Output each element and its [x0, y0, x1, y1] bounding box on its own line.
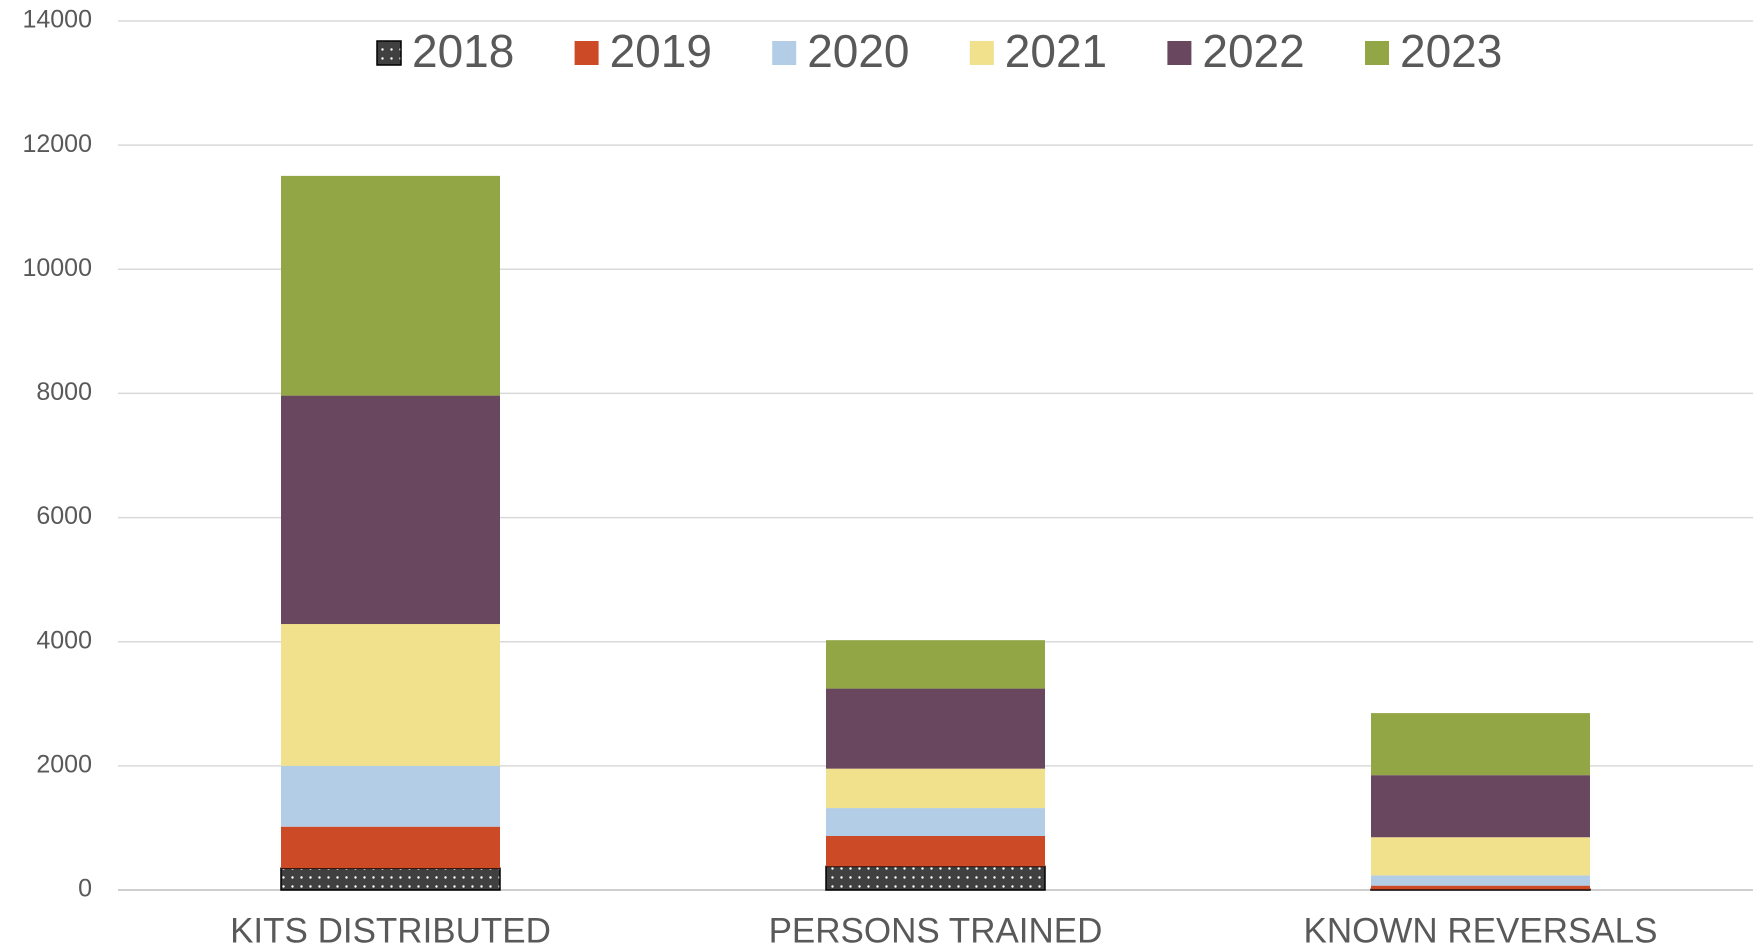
bar-segment	[281, 175, 500, 396]
y-tick-label: 2000	[36, 750, 92, 778]
bar-segment	[280, 867, 501, 891]
x-tick-label: KITS DISTRIBUTED	[230, 911, 551, 949]
bar-segment	[826, 640, 1045, 689]
bar-segment	[281, 624, 500, 766]
legend-label: 2023	[1400, 25, 1502, 77]
bar-segment	[1371, 713, 1590, 776]
bar-segment	[281, 826, 500, 869]
bar-segment	[826, 808, 1045, 836]
legend-swatch	[1167, 41, 1192, 65]
legend-label: 2021	[1005, 25, 1107, 77]
bar-segment	[1371, 885, 1590, 890]
y-tick-label: 6000	[36, 502, 92, 530]
legend-swatch	[772, 41, 797, 65]
legend-label: 2022	[1202, 25, 1304, 77]
bar-segment	[826, 835, 1045, 867]
y-tick-label: 8000	[36, 378, 92, 406]
legend-label: 2018	[412, 25, 514, 77]
bar-segment	[826, 688, 1045, 769]
y-tick-label: 10000	[22, 254, 92, 282]
bar-segment	[281, 395, 500, 625]
bar-segment	[825, 865, 1046, 891]
bar-segment	[1370, 888, 1591, 891]
y-tick-label: 4000	[36, 626, 92, 654]
legend-label: 2019	[610, 25, 712, 77]
legend-swatch	[376, 40, 402, 66]
y-tick-label: 12000	[22, 130, 92, 158]
x-tick-label: PERSONS TRAINED	[769, 911, 1103, 949]
bar-segment	[1371, 837, 1590, 876]
bar-segment	[1371, 775, 1590, 838]
y-tick-label: 0	[78, 875, 92, 903]
legend-swatch	[574, 41, 599, 65]
bar-segment	[826, 768, 1045, 809]
bar-segment	[281, 765, 500, 827]
legend-swatch	[969, 41, 994, 65]
legend-swatch	[1365, 41, 1389, 65]
y-tick-label: 14000	[22, 6, 92, 34]
legend-label: 2020	[807, 25, 909, 77]
x-tick-label: KNOWN REVERSALS	[1304, 911, 1658, 949]
bar-segment	[1371, 875, 1590, 886]
